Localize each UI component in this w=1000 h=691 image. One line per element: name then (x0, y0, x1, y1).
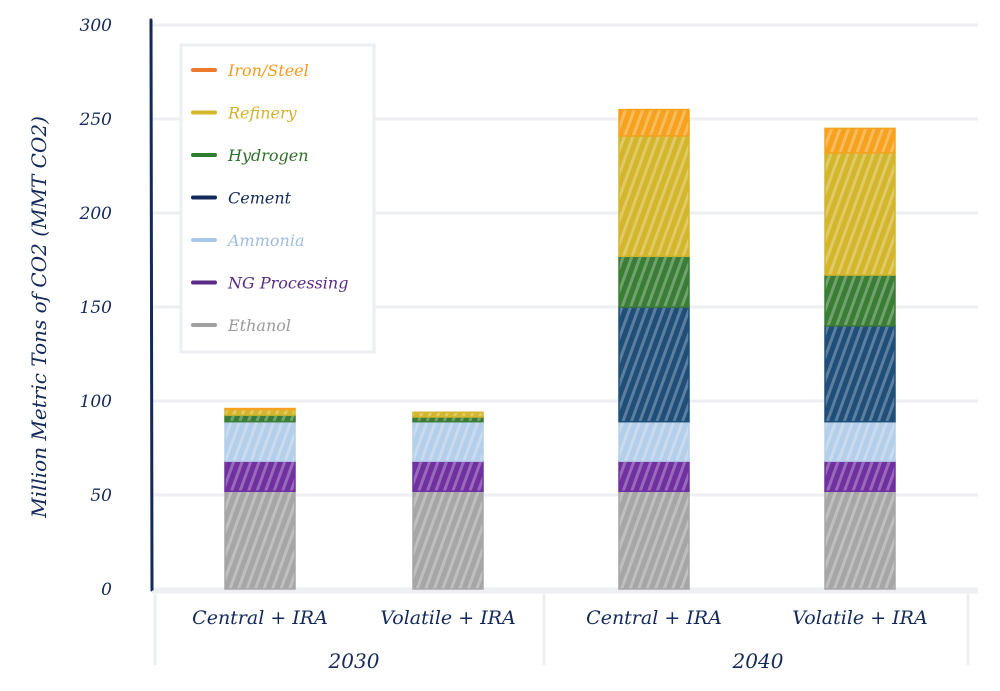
legend-item-hydrogen: Hydrogen (191, 146, 309, 165)
bar-segment-hydrogen (824, 274, 896, 327)
bar-segment-ethanol (618, 490, 690, 590)
y-tick-label: 150 (80, 298, 113, 318)
x-category-label: Volatile + IRA (792, 607, 927, 629)
bar-segment-iron-steel (224, 407, 296, 411)
bar-segment-refinery (412, 411, 484, 418)
bar-segment-hydrogen (224, 414, 296, 423)
bar-segment-ng-processing (412, 460, 484, 492)
bar-segment-ammonia (824, 420, 896, 462)
legend: Iron/Steel Refinery Hydrogen Cement Ammonia N… (179, 43, 376, 354)
legend-item-iron-steel: Iron/Steel (191, 61, 309, 80)
bar-segment-ng-processing (224, 460, 296, 492)
legend-item-ethanol: Ethanol (191, 316, 291, 335)
legend-item-ammonia: Ammonia (191, 231, 305, 250)
bar-segment-refinery (824, 152, 896, 276)
bar-stack-3 (824, 127, 896, 590)
legend-label: Hydrogen (227, 146, 309, 165)
bar-segment-refinery (224, 408, 296, 416)
legend-item-ng-processing: NG Processing (191, 274, 348, 293)
y-axis-line (149, 18, 154, 592)
legend-label: Refinery (227, 104, 298, 123)
legend-label: Cement (228, 189, 292, 208)
bar-segment-ng-processing (618, 460, 690, 492)
y-tick-label: 50 (90, 486, 112, 506)
y-tick-label: 0 (101, 580, 112, 600)
bar-segment-hydrogen (618, 255, 690, 308)
legend-label: Ammonia (226, 231, 305, 250)
bar-segment-iron-steel (824, 127, 896, 154)
bar-segment-ethanol (824, 490, 896, 590)
y-tick-label: 200 (79, 204, 113, 224)
y-axis-title: Million Metric Tons of CO2 (MMT CO2) (27, 116, 51, 519)
x-group-label: 2040 (732, 649, 784, 673)
bar-segment-ethanol (412, 490, 484, 590)
legend-label: Iron/Steel (227, 61, 309, 80)
legend-item-refinery: Refinery (191, 104, 298, 123)
bar-segment-cement (618, 306, 690, 423)
legend-item-cement: Cement (191, 189, 292, 208)
bar-stack-1 (412, 411, 484, 590)
bars (224, 108, 896, 590)
bar-segment-ammonia (618, 420, 690, 462)
bar-segment-cement (824, 325, 896, 423)
bar-segment-iron-steel (618, 108, 690, 137)
y-tick-label: 300 (80, 16, 113, 36)
x-category-label: Central + IRA (192, 607, 328, 629)
y-tick-label: 100 (80, 392, 113, 412)
x-group-label: 2030 (328, 649, 380, 673)
x-axis: Central + IRA Volatile + IRA Central + IRA… (152, 590, 978, 673)
x-category-label: Central + IRA (586, 607, 722, 629)
bar-segment-ammonia (412, 420, 484, 462)
bar-segment-ethanol (224, 490, 296, 590)
bar-segment-ng-processing (824, 460, 896, 492)
bar-stack-0 (224, 407, 296, 590)
bar-segment-refinery (618, 135, 690, 257)
bar-stack-2 (618, 108, 690, 590)
legend-label: Ethanol (227, 316, 291, 335)
bar-segment-ammonia (224, 420, 296, 462)
x-category-label: Volatile + IRA (380, 607, 515, 629)
y-tick-label: 250 (79, 110, 113, 130)
y-tick-labels: 0 50 100 150 200 250 300 (79, 16, 113, 600)
legend-label: NG Processing (227, 274, 348, 293)
